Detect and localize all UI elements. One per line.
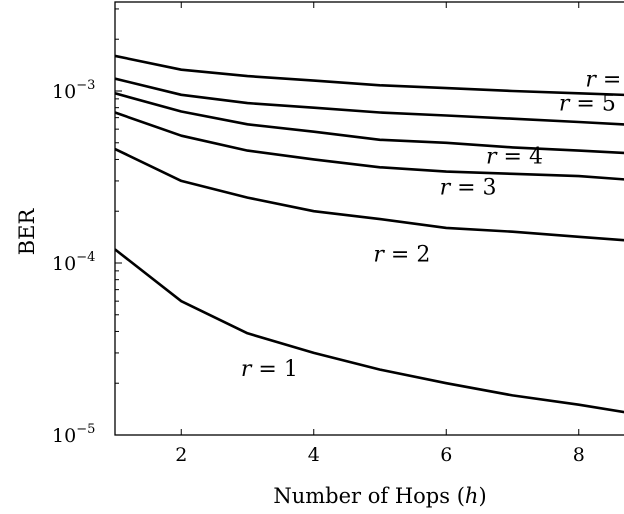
y-tick-labels: 10−5 10−4 10−3 xyxy=(52,78,95,447)
plot-frame xyxy=(114,1,624,436)
curve-label-r4: r = 4 xyxy=(486,144,543,169)
y-axis-title: BER xyxy=(15,208,39,256)
y-tick-label: 10−5 xyxy=(52,422,95,447)
y-tick-label: 10−3 xyxy=(52,78,95,103)
curve-label-r2: r = 2 xyxy=(373,243,430,268)
curve-label-r7: r = 7 xyxy=(585,68,624,93)
series-line-r2 xyxy=(115,147,624,242)
x-tick-label: 2 xyxy=(175,444,187,466)
axis-ticks xyxy=(115,2,580,436)
x-tick-label: 4 xyxy=(308,444,320,466)
curve-label-r3: r = 3 xyxy=(440,176,497,201)
series-line-r1 xyxy=(115,248,624,414)
series-line-r7 xyxy=(115,54,624,97)
curve-labels: r = 7r = 5 r = 4 r = 3 r = 2 r = 1 xyxy=(241,68,624,383)
series-lines xyxy=(115,54,624,414)
curve-label-r5: r = 5 xyxy=(559,92,616,117)
series-line-r3 xyxy=(115,111,624,181)
x-tick-labels: 2 4 6 8 xyxy=(175,444,585,466)
series-line-r4 xyxy=(115,92,624,155)
x-axis-title: Number of Hops (h) xyxy=(273,484,486,508)
series-line-r5 xyxy=(115,77,624,126)
y-tick-label: 10−4 xyxy=(52,250,95,275)
x-tick-label: 8 xyxy=(573,444,585,466)
curve-label-r1: r = 1 xyxy=(241,357,298,382)
x-tick-label: 6 xyxy=(440,444,452,466)
